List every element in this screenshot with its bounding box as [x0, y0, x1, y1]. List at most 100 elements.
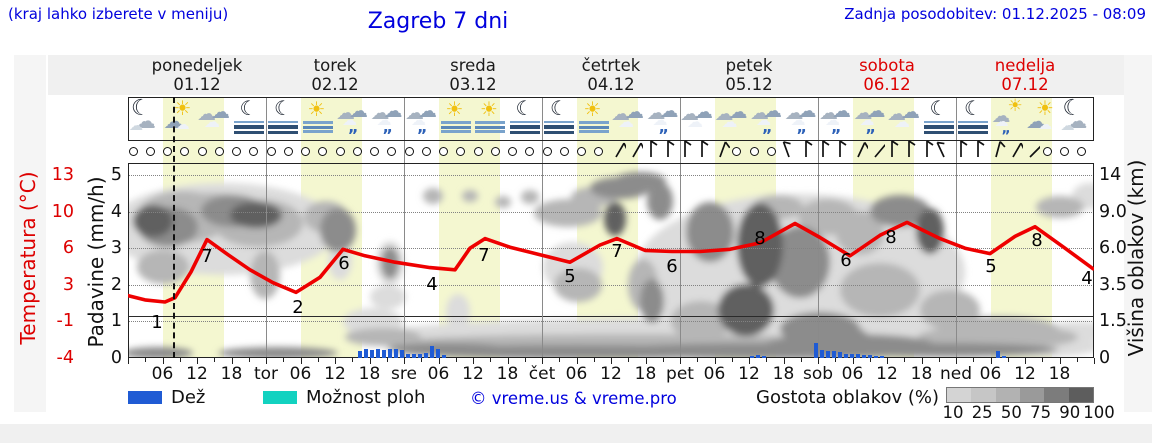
precip-bar: [868, 355, 872, 358]
day-name: ponedeljek: [151, 56, 243, 75]
cloud-density-step-label: 50: [1000, 403, 1022, 422]
fog-line: [544, 125, 574, 129]
fog-line: [544, 131, 574, 134]
hour-label: 12: [324, 364, 346, 384]
day-separator: [404, 97, 405, 358]
temp-value-label: 2: [292, 297, 304, 318]
icon-glyph: ☁: [405, 102, 424, 124]
moon-fog-icon: ☾: [232, 98, 266, 140]
clouds-icon: ☁ ☁ ☁: [715, 98, 749, 140]
precip-bar: [832, 351, 836, 358]
time-tick-mark: [1042, 358, 1044, 362]
cloud-density-step-label: 25: [971, 403, 993, 422]
precipitation-tick: 0: [110, 348, 122, 368]
time-tick-mark: [714, 358, 716, 364]
icon-glyph: ☁: [652, 111, 668, 129]
calm-wind-icon: [214, 147, 224, 156]
precip-bar: [762, 356, 766, 358]
day-date: 07.12: [1001, 75, 1049, 94]
time-tick-mark: [179, 358, 181, 362]
fog-line: [544, 121, 574, 123]
icon-glyph: ☁: [853, 102, 873, 124]
time-tick-mark: [300, 358, 302, 364]
icon-glyph: ☁: [418, 100, 437, 122]
wind-barb-icon: [986, 138, 1006, 159]
icon-glyph: ☾: [929, 96, 948, 120]
cloud-blob: [133, 205, 173, 237]
fog-line: [578, 130, 609, 133]
time-tick-mark: [507, 358, 509, 364]
moon-fog-icon: ☾: [542, 98, 576, 140]
hour-label: 18: [910, 364, 933, 384]
precip-bar: [996, 351, 1000, 358]
icon-glyph: ☁: [625, 101, 644, 123]
cloud-drizzle-icon: ☁ ☁ ☁ „: [749, 98, 783, 140]
gridline: [128, 211, 1094, 213]
cloud-blob: [737, 203, 783, 287]
clouds-icon: ☁ ☁ ☁: [680, 98, 714, 140]
clouds-icon: ☁ ☁ ☁: [611, 98, 645, 140]
cloud-density-step: [971, 388, 996, 402]
moon-fog-icon: ☾: [956, 98, 990, 140]
time-tick-mark: [1059, 358, 1061, 364]
cloud-blob: [495, 196, 511, 208]
icon-glyph: „: [658, 117, 670, 136]
cloud-blob: [218, 347, 338, 357]
icon-glyph: ☁: [994, 114, 1009, 130]
copyright-link[interactable]: © vreme.us & vreme.pro: [470, 389, 677, 408]
cloud-blob: [250, 251, 280, 299]
calm-wind-icon: [370, 147, 379, 156]
time-tick-mark: [128, 358, 129, 364]
precip-bar: [820, 350, 824, 358]
time-tick-mark: [783, 358, 785, 364]
precipitation-tick: 3: [110, 238, 122, 259]
icon-glyph: ☁: [680, 103, 699, 125]
wind-barb-icon: [779, 138, 799, 159]
time-tick-mark: [248, 358, 250, 362]
day-date: 03.12: [449, 75, 497, 94]
moon-fog-icon: ☾: [508, 98, 542, 140]
cloud-density-legend-label: Gostota oblakov (%): [751, 387, 945, 408]
cloud-blob: [521, 190, 539, 204]
cloud-density-step: [947, 388, 972, 402]
time-tick-mark: [680, 358, 681, 364]
icon-glyph: ☁: [659, 100, 679, 122]
icon-glyph: ☁: [750, 102, 769, 124]
icon-glyph: „: [1001, 121, 1011, 137]
calm-wind-icon: [352, 147, 362, 156]
calm-wind-icon: [232, 147, 241, 156]
wind-barb-icon: [692, 138, 712, 159]
precip-bar: [418, 354, 422, 358]
time-tick-mark: [1025, 358, 1026, 364]
cloud-height-tick: 3.5: [1099, 274, 1127, 295]
hour-label: 06: [565, 364, 588, 384]
cloud-density-step-label: 10: [942, 403, 964, 422]
day-separator: [266, 97, 267, 358]
cloud-blob: [604, 202, 626, 236]
precip-bar: [382, 350, 386, 358]
time-tick-mark: [800, 358, 802, 362]
time-tick-mark: [352, 358, 354, 362]
icon-glyph: ☁: [175, 117, 190, 133]
time-tick-mark: [559, 358, 561, 362]
fog-line: [233, 125, 264, 129]
cloud-height-tick: 1.5: [1099, 311, 1127, 332]
time-tick-mark: [731, 358, 733, 362]
cloud-height-tick: 0: [1099, 348, 1111, 368]
time-tick-mark: [524, 358, 526, 362]
precip-bar: [880, 356, 884, 358]
time-tick-mark: [421, 358, 423, 362]
cloud-blob: [388, 343, 508, 355]
temp-value-label: 5: [564, 266, 576, 287]
icon-glyph: ☀: [173, 96, 192, 120]
day-abbr-label: pet: [666, 364, 694, 384]
precip-bar: [412, 354, 416, 358]
cloud-drizzle-icon: ☁ ☁ ☁ „: [646, 98, 680, 140]
icon-glyph: ☾: [131, 96, 151, 121]
hour-label: 06: [289, 364, 312, 384]
day-abbr-label: sre: [391, 364, 417, 384]
icon-glyph: „: [865, 117, 877, 136]
icon-glyph: ☁: [646, 102, 666, 124]
time-tick-mark: [921, 358, 923, 364]
